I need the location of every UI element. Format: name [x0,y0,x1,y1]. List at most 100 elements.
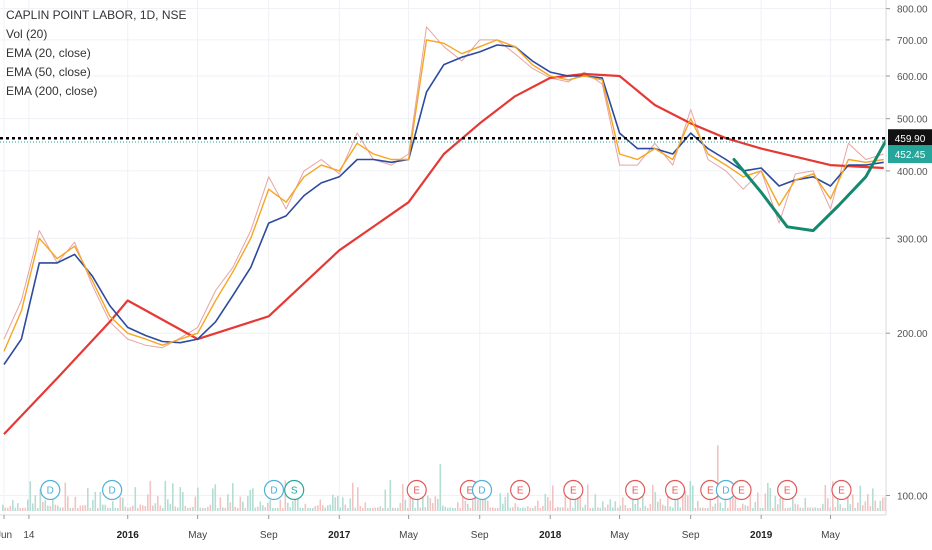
volume-bar [872,488,874,511]
volume-bar [314,506,317,511]
volume-bar [684,490,687,511]
volume-bar [102,504,104,511]
volume-bar [659,498,662,511]
volume-bar [304,503,307,511]
volume-bar [627,507,629,511]
volume-bar [417,493,419,511]
volume-bar [704,507,707,511]
volume-bar [154,503,157,511]
volume-bar [337,495,339,511]
volume-bar [494,507,497,511]
event-marker-e [406,479,427,501]
volume-bar [527,506,529,511]
volume-bar [547,497,549,511]
volume-bar [227,494,229,511]
volume-bar [272,508,274,511]
volume-bar [332,494,334,511]
event-marker-s [284,479,305,501]
volume-bar [699,507,702,511]
volume-bar [472,500,474,511]
volume-bar [747,505,749,511]
volume-bar [87,487,89,511]
volume-bar [734,496,737,511]
volume-bar [842,507,844,511]
x-tick-label: May [399,530,418,541]
volume-bar [492,507,494,511]
volume-bar [767,483,769,511]
volume-bar [67,496,69,511]
volume-bar [467,503,469,511]
volume-bar [99,491,102,511]
volume-bar [132,505,134,511]
volume-bar [644,505,647,511]
volume-bar [287,502,289,511]
volume-bar [262,505,264,511]
volume-bar [669,506,672,511]
volume-bar [347,507,349,511]
volume-bar [599,507,602,511]
volume-bar [172,483,174,511]
time-axis[interactable]: Jun 14 2016 May Sep 2017 May Sep 2018 May Sep 2019 M… [0,514,932,550]
volume-bar [602,501,604,511]
volume-bar [517,506,519,511]
volume-bar [207,506,209,511]
volume-bar [37,507,39,511]
volume-bar [722,507,724,511]
volume-bar [352,482,354,511]
volume-bar [632,497,634,511]
volume-bar [2,504,4,511]
volume-bar [377,507,379,511]
x-tick-label: May [188,530,207,541]
volume-bar [384,489,387,511]
volume-bar [364,502,367,511]
volume-bar [257,506,259,511]
volume-bar [714,503,717,511]
volume-bar [829,507,832,511]
volume-bar [717,445,719,511]
volume-bar [149,480,152,511]
volume-bar [44,500,47,511]
volume-bar [822,503,824,511]
volume-bar [807,507,809,511]
x-tick-label: 2019 [750,530,773,541]
volume-bar [89,507,92,511]
volume-bar [317,505,319,511]
volume-bar [572,507,574,511]
volume-bar [222,507,224,511]
volume-bar [707,507,709,511]
volume-bar [394,507,397,511]
volume-bar [654,491,657,511]
volume-bar [339,507,342,511]
volume-bar [27,499,29,511]
volume-bar [639,507,642,511]
volume-bar [47,505,49,511]
event-marker-label: E [738,486,745,497]
volume-bar [724,495,727,511]
volume-bar [297,499,299,511]
volume-bar [269,499,272,511]
volume-bar [752,507,754,511]
volume-bar [882,497,884,511]
volume-bar [749,492,752,511]
resistance-badge [888,129,932,148]
event-marker-label: S [291,486,298,497]
volume-bar [354,507,357,511]
event-marker-label: D [478,486,485,497]
volume-bar [464,500,467,511]
volume-bar [139,504,142,511]
volume-bar [79,505,82,511]
volume-bar [702,507,704,511]
volume-bar [117,507,119,511]
volume-bar [127,507,129,511]
volume-bar [519,507,522,511]
volume-bar [774,496,777,511]
volume-bar [804,498,807,511]
volume-bar [322,505,324,511]
volume-bar [157,496,159,511]
series-line-price [3,26,884,349]
volume-bar [469,507,472,511]
price-axis[interactable]: 800.00 700.00 600.00 500.00 400.00 300.00 200.… [885,0,932,550]
volume-bar [244,507,247,511]
